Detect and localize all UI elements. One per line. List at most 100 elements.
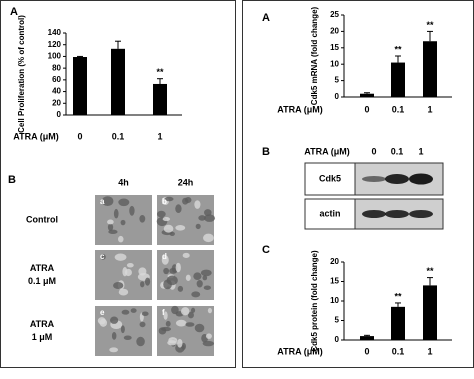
bar <box>73 57 87 115</box>
cell <box>163 279 172 290</box>
y-axis-label: Cdk5 protein (fold change) <box>310 250 319 352</box>
bar <box>391 62 405 97</box>
cell <box>113 208 119 219</box>
cell <box>187 311 194 319</box>
cell <box>175 204 182 214</box>
y-tick-label: 10 <box>330 59 339 68</box>
cell <box>204 209 212 217</box>
cell <box>194 200 201 209</box>
y-tick-label: 10 <box>330 296 339 305</box>
y-tick-label: 40 <box>52 87 61 96</box>
band <box>385 210 409 218</box>
cell <box>190 307 196 313</box>
y-tick-label: 5 <box>335 76 340 85</box>
cell <box>161 255 169 265</box>
y-tick-label: 80 <box>52 63 61 72</box>
x-tick-label: 0 <box>77 131 82 141</box>
x-tick-label: 0.1 <box>392 346 405 356</box>
y-tick-label: 15 <box>330 43 339 52</box>
cell <box>200 269 212 277</box>
cell <box>136 336 145 347</box>
cell <box>177 285 184 292</box>
cell <box>196 279 203 288</box>
y-tick-label: 140 <box>48 28 62 37</box>
band <box>409 173 433 185</box>
row-label: 1 μM <box>32 332 53 342</box>
cell <box>158 327 167 335</box>
cell <box>185 274 191 281</box>
band <box>409 210 433 218</box>
cell <box>175 319 187 327</box>
cell <box>175 225 186 231</box>
cell <box>100 253 106 260</box>
y-tick-label: 120 <box>48 40 62 49</box>
blot-label-box <box>304 198 356 230</box>
blot-row-label: actin <box>319 208 340 218</box>
y-tick-label: 15 <box>330 277 339 286</box>
cell <box>163 267 170 275</box>
x-axis-label: ATRA (μM) <box>13 131 59 141</box>
cell <box>123 335 132 341</box>
cell <box>101 196 114 207</box>
cell <box>205 333 212 339</box>
lane-label: 0.1 <box>391 146 404 156</box>
lane-label: 0 <box>371 146 376 156</box>
cell <box>162 217 171 222</box>
significance: ** <box>156 67 164 77</box>
cell <box>193 272 202 280</box>
cell <box>109 347 119 353</box>
cell <box>126 263 134 268</box>
cell <box>111 331 117 340</box>
western-blot <box>304 162 444 230</box>
column-label: 24h <box>178 177 194 187</box>
cell <box>129 205 135 216</box>
cell <box>185 322 195 327</box>
micrograph-images <box>95 195 216 356</box>
cell <box>118 235 124 243</box>
cell <box>140 281 145 288</box>
cell <box>114 253 127 261</box>
cell <box>175 343 185 353</box>
panel-label: A <box>262 12 270 24</box>
bar <box>391 306 405 340</box>
bar <box>360 336 374 340</box>
significance: ** <box>426 266 434 276</box>
cell <box>97 317 106 325</box>
band <box>362 210 386 218</box>
cell <box>157 210 166 218</box>
bar <box>423 285 437 340</box>
x-tick-label: 0 <box>364 104 369 114</box>
cell-letter: d <box>162 252 167 261</box>
cell <box>144 277 151 286</box>
x-tick-label: 1 <box>157 131 162 141</box>
panel-label: B <box>8 174 16 186</box>
y-tick-label: 5 <box>335 316 340 325</box>
y-tick-label: 20 <box>330 27 339 36</box>
cell <box>141 311 149 316</box>
y-tick-label: 60 <box>52 75 61 84</box>
x-tick-label: 1 <box>427 346 432 356</box>
y-axis-label: Cdk5 mRNA (fold change) <box>310 6 319 105</box>
cell <box>203 233 214 243</box>
cell <box>182 197 189 205</box>
y-tick-label: 0 <box>57 110 62 119</box>
significance: ** <box>394 44 402 54</box>
cell <box>207 307 213 314</box>
row-label: ATRA <box>30 263 55 273</box>
significance: ** <box>394 291 402 301</box>
row-label: Control <box>26 214 58 224</box>
bar <box>423 41 437 97</box>
x-axis-label: ATRA (μM) <box>277 346 323 356</box>
cell <box>177 338 183 348</box>
cell <box>168 337 178 344</box>
cell <box>163 311 168 320</box>
column-label: 4h <box>118 177 129 187</box>
cell <box>203 285 212 290</box>
cell <box>139 321 146 328</box>
cell <box>202 275 208 281</box>
bar <box>153 83 167 115</box>
row-label: 0.1 μM <box>28 276 56 286</box>
bar <box>360 93 374 97</box>
cell <box>120 219 126 226</box>
x-tick-label: 0 <box>364 346 369 356</box>
